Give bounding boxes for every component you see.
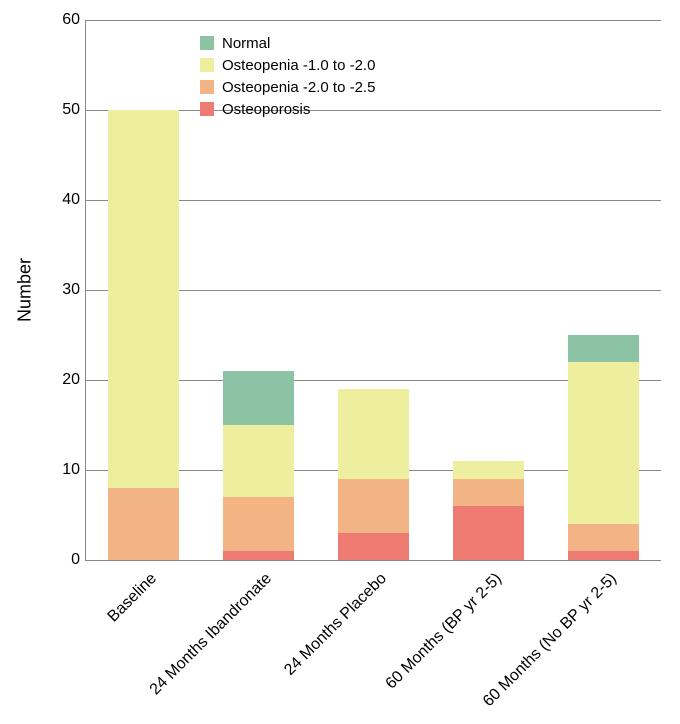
bar-segment-osteopenia_mild xyxy=(338,389,409,479)
legend-swatch xyxy=(200,36,214,50)
bar-group xyxy=(568,20,639,560)
bar-segment-osteoporosis xyxy=(338,533,409,560)
y-tick-label: 10 xyxy=(40,461,80,479)
bar-segment-osteopenia_low xyxy=(223,497,294,551)
legend: Normal Osteopenia -1.0 to -2.0 Osteopenia … xyxy=(200,32,375,120)
legend-item-osteopenia_mild: Osteopenia -1.0 to -2.0 xyxy=(200,54,375,76)
legend-swatch xyxy=(200,80,214,94)
legend-label: Osteopenia -2.0 to -2.5 xyxy=(222,79,375,96)
legend-item-osteoporosis: Osteoporosis xyxy=(200,98,375,120)
bar-segment-osteopenia_mild xyxy=(453,461,524,479)
bar-segment-normal xyxy=(568,335,639,362)
y-tick-label: 50 xyxy=(40,101,80,119)
bar-segment-osteopenia_low xyxy=(568,524,639,551)
bar-group xyxy=(108,20,179,560)
y-tick-label: 20 xyxy=(40,371,80,389)
bar-segment-osteopenia_low xyxy=(108,488,179,560)
legend-label: Osteopenia -1.0 to -2.0 xyxy=(222,57,375,74)
y-tick-label: 30 xyxy=(40,281,80,299)
bar-segment-osteopenia_mild xyxy=(223,425,294,497)
y-tick-label: 40 xyxy=(40,191,80,209)
bar-segment-osteopenia_mild xyxy=(568,362,639,524)
legend-label: Osteoporosis xyxy=(222,101,310,118)
bar-segment-osteopenia_mild xyxy=(108,110,179,488)
legend-label: Normal xyxy=(222,35,270,52)
bar-segment-osteoporosis xyxy=(223,551,294,560)
bar-segment-osteopenia_low xyxy=(338,479,409,533)
bar-group xyxy=(453,20,524,560)
y-tick-label: 0 xyxy=(40,551,80,569)
y-axis-label: Number xyxy=(15,258,36,322)
bar-segment-osteoporosis xyxy=(453,506,524,560)
legend-item-osteopenia_low: Osteopenia -2.0 to -2.5 xyxy=(200,76,375,98)
bar-segment-osteopenia_low xyxy=(453,479,524,506)
bar-segment-osteoporosis xyxy=(568,551,639,560)
chart-container: Number Normal Osteopenia -1.0 to -2.0 Oste… xyxy=(0,0,680,717)
y-tick-label: 60 xyxy=(40,11,80,29)
legend-item-normal: Normal xyxy=(200,32,375,54)
legend-swatch xyxy=(200,102,214,116)
bar-segment-normal xyxy=(223,371,294,425)
legend-swatch xyxy=(200,58,214,72)
